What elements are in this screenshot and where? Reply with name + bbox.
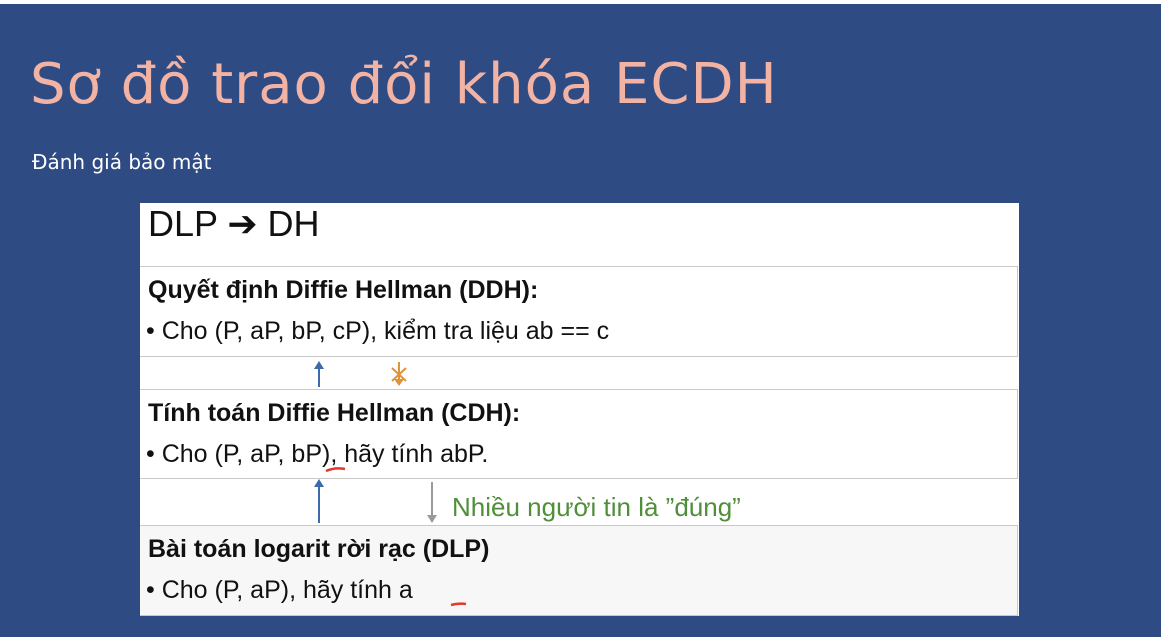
belief-note: Nhiều người tin là ”đúng” xyxy=(452,492,741,522)
dlp-bullet: • Cho (P, aP), hãy tính a xyxy=(146,576,413,604)
arrow-down-dlp-icon xyxy=(427,482,437,523)
ddh-bullet: • Cho (P, aP, bP, cP), kiểm tra liệu ab … xyxy=(146,317,610,345)
content-panel: DLP ➔ DH Quyết định Diffie Hellman (DDH)… xyxy=(140,203,1019,616)
cdh-box: Tính toán Diffie Hellman (CDH): • Cho (P… xyxy=(140,389,1018,479)
reduction-arrows xyxy=(314,361,467,607)
underline-a-annotation xyxy=(450,602,467,607)
underline-bp-annotation xyxy=(325,467,346,473)
arrow-up-cdh-icon xyxy=(314,479,324,523)
top-border-line xyxy=(0,0,1161,4)
dlp-title: Bài toán logarit rời rạc (DLP) xyxy=(148,535,490,563)
cdh-title: Tính toán Diffie Hellman (CDH): xyxy=(148,399,521,427)
slide-subtitle: Đánh giá bảo mật xyxy=(32,150,212,174)
slide-title: Sơ đồ trao đổi khóa ECDH xyxy=(30,52,778,117)
panel-heading: DLP ➔ DH xyxy=(148,203,320,244)
arrow-up-ddh-icon xyxy=(314,361,324,387)
ddh-box: Quyết định Diffie Hellman (DDH): • Cho (… xyxy=(140,266,1018,357)
cdh-bullet: • Cho (P, aP, bP), hãy tính abP. xyxy=(146,440,489,468)
ddh-title: Quyết định Diffie Hellman (DDH): xyxy=(148,276,539,304)
dlp-box: Bài toán logarit rời rạc (DLP) • Cho (P,… xyxy=(140,525,1018,616)
arrow-crossed-down-icon xyxy=(391,362,407,386)
